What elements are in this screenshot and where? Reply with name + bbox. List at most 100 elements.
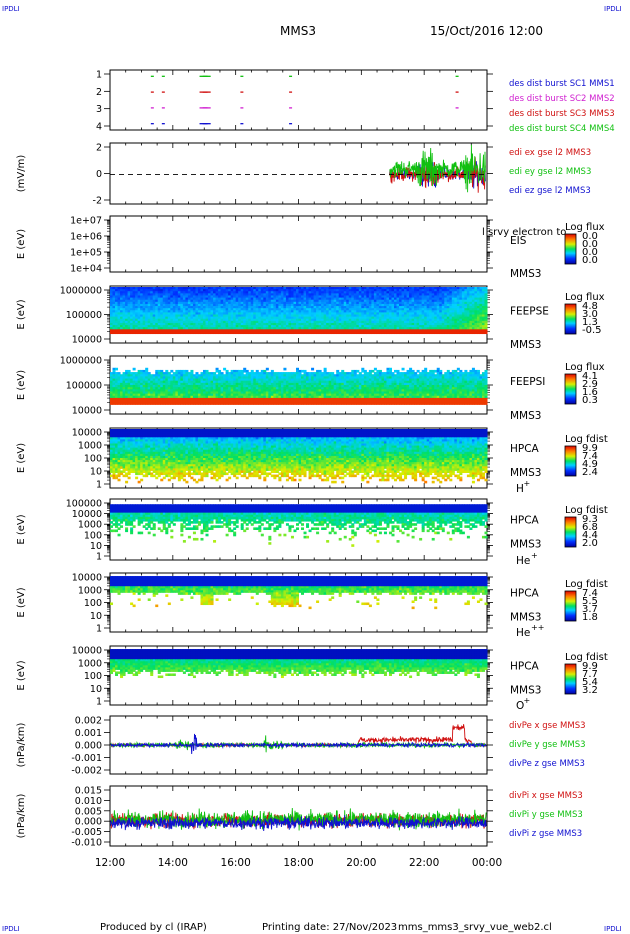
heatmap-cell (197, 327, 201, 330)
heatmap-cell (238, 369, 242, 373)
heatmap-cell (283, 314, 287, 318)
heatmap-cell (303, 374, 307, 377)
heatmap-cell (273, 397, 277, 401)
heatmap-cell (233, 301, 237, 305)
heatmap-cell (484, 329, 488, 332)
heatmap-cell (238, 297, 242, 301)
heatmap-cell (376, 314, 380, 318)
heatmap-cell (378, 327, 382, 330)
heatmap-cell (461, 293, 465, 296)
heatmap-cell (185, 382, 189, 386)
heatmap-cell (263, 316, 267, 320)
heatmap-cell (333, 308, 337, 311)
heatmap-cell (140, 331, 144, 335)
heatmap-cell (386, 325, 390, 328)
heatmap-cell (253, 327, 257, 330)
heatmap-cell (150, 393, 154, 397)
heatmap-cell (328, 325, 332, 328)
heatmap-cell (150, 310, 154, 313)
heatmap-cell (391, 314, 395, 318)
heatmap-cell (260, 374, 264, 377)
heatmap-cell (399, 291, 403, 294)
heatmap-cell (175, 393, 179, 397)
heatmap-cell (187, 320, 191, 324)
heatmap-cell (142, 310, 146, 313)
heatmap-cell (270, 380, 274, 384)
heatmap-cell (245, 312, 249, 315)
heatmap-cell (366, 329, 370, 332)
heatmap-cell (157, 291, 161, 294)
heatmap-cell (419, 293, 423, 296)
heatmap-cell (409, 320, 413, 324)
heatmap-cell (205, 297, 209, 301)
heatmap-cell (328, 301, 332, 305)
heatmap-cell (205, 393, 209, 397)
heatmap-cell (157, 374, 161, 377)
heatmap-cell (469, 325, 473, 328)
heatmap-cell (135, 380, 139, 384)
heatmap-cell (474, 293, 478, 296)
heatmap-cell (140, 325, 144, 328)
heatmap-cell (110, 387, 114, 390)
heatmap-cell (117, 314, 121, 318)
heatmap-cell (250, 376, 254, 380)
heatmap-cell (469, 331, 473, 335)
heatmap-cell (160, 391, 164, 395)
heatmap-cell (213, 382, 217, 386)
heatmap-cell (446, 327, 450, 330)
heatmap-cell (112, 325, 116, 328)
heatmap-cell (115, 291, 119, 294)
heatmap-cell (197, 397, 201, 401)
heatmap-cell (268, 329, 272, 332)
heatmap-cell (155, 400, 159, 403)
corner-label-bottom-right: IPDLI (604, 925, 622, 933)
heatmap-cell (265, 400, 269, 403)
heatmap-cell (318, 310, 322, 313)
heatmap-cell (250, 297, 254, 301)
heatmap-cell (218, 397, 222, 401)
heatmap-cell (288, 308, 292, 311)
heatmap-cell (298, 299, 302, 303)
heatmap-cell (250, 289, 254, 292)
heatmap-cell (313, 316, 317, 320)
heatmap-cell (202, 322, 206, 326)
heatmap-cell (346, 306, 350, 309)
heatmap-cell (479, 295, 483, 299)
heatmap-cell (421, 295, 425, 299)
heatmap-cell (167, 374, 171, 377)
heatmap-cell (411, 289, 415, 292)
heatmap-cell (202, 369, 206, 373)
heatmap-cell (127, 327, 131, 330)
heatmap-cell (127, 397, 131, 401)
heatmap-cell (396, 289, 400, 292)
heatmap-cell (293, 287, 297, 290)
heatmap-cell (273, 299, 277, 303)
heatmap-cell (263, 299, 267, 303)
heatmap-cell (228, 312, 232, 315)
heatmap-cell (466, 303, 470, 307)
heatmap-cell (295, 376, 299, 380)
heatmap-cell (290, 400, 294, 403)
heatmap-cell (464, 301, 468, 305)
heatmap-cell (439, 322, 443, 326)
heatmap-cell (135, 378, 139, 382)
heatmap-cell (127, 331, 131, 335)
heatmap-cell (421, 303, 425, 307)
heatmap-cell (273, 293, 277, 296)
heatmap-cell (150, 395, 154, 399)
heatmap-cell (270, 287, 274, 290)
heatmap-cell (321, 316, 325, 320)
heatmap-cell (406, 293, 410, 296)
heatmap-cell (464, 297, 468, 301)
heatmap-cell (250, 400, 254, 403)
heatmap-cell (117, 308, 121, 311)
heatmap-cell (175, 306, 179, 309)
heatmap-cell (409, 327, 413, 330)
heatmap-cell (213, 306, 217, 309)
heatmap-cell (366, 316, 370, 320)
heatmap-cell (338, 295, 342, 299)
heatmap-cell (160, 318, 164, 322)
heatmap-cell (208, 306, 212, 309)
y-tick-label: 100000 (66, 381, 102, 392)
heatmap-cell (363, 297, 367, 301)
